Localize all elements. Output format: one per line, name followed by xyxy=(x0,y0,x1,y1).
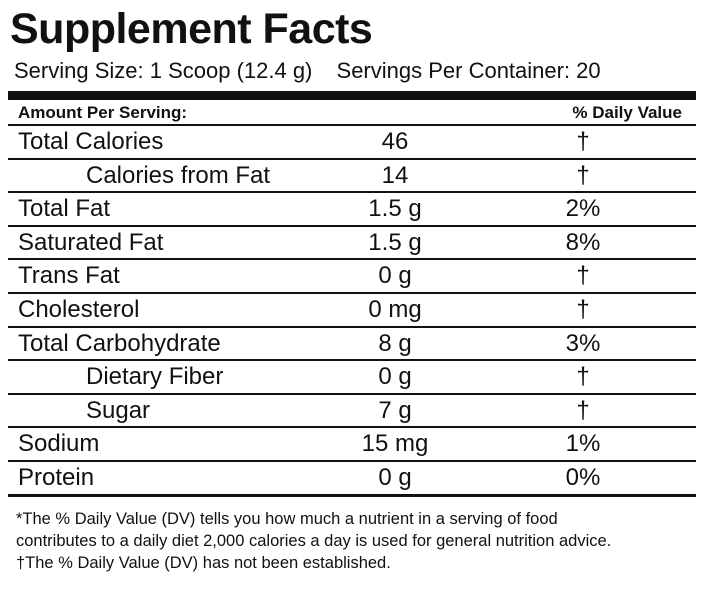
nutrient-amount: 1.5 g xyxy=(368,195,422,223)
nutrient-amount: 8 g xyxy=(378,329,412,357)
nutrient-name: Calories from Fat xyxy=(86,161,271,189)
nutrient-daily-value: † xyxy=(576,128,590,155)
table-row: Sodium 15 mg 1% xyxy=(8,428,696,462)
nutrient-amount: 46 xyxy=(381,128,409,155)
footnote-dv-explanation: *The % Daily Value (DV) tells you how mu… xyxy=(16,510,558,528)
nutrient-daily-value: 3% xyxy=(565,329,601,357)
table-row: Trans Fat 0 g † xyxy=(8,260,696,294)
nutrient-daily-value: 8% xyxy=(565,228,601,256)
nutrient-name: Sugar xyxy=(86,396,151,424)
nutrient-daily-value: † xyxy=(576,396,590,424)
table-row: Total Fat 1.5 g 2% xyxy=(8,193,696,227)
nutrient-amount: 0 mg xyxy=(368,295,422,323)
nutrient-name: Protein xyxy=(18,463,95,491)
nutrient-daily-value: † xyxy=(576,262,590,290)
nutrient-amount: 15 mg xyxy=(361,430,429,458)
nutrient-name: Total Fat xyxy=(18,195,111,223)
nutrient-daily-value: 0% xyxy=(565,463,601,491)
divider-bar xyxy=(8,91,696,100)
nutrient-amount: 14 xyxy=(381,161,409,189)
footnote-dv-not-established: †The % Daily Value (DV) has not been est… xyxy=(16,554,391,572)
table-header: Amount Per Serving: % Daily Value xyxy=(8,100,696,126)
table-row: Protein 0 g 0% xyxy=(8,462,696,497)
nutrient-daily-value: † xyxy=(576,161,590,189)
serving-size: Serving Size: 1 Scoop (12.4 g) xyxy=(14,58,313,83)
nutrient-daily-value: † xyxy=(576,363,590,391)
footnote-dv-explanation-cont: contributes to a daily diet 2,000 calori… xyxy=(16,532,612,550)
nutrient-amount: 0 g xyxy=(378,363,412,391)
nutrient-name: Total Calories xyxy=(18,128,164,155)
table-row: Saturated Fat 1.5 g 8% xyxy=(8,227,696,261)
table-row: Calories from Fat 14 † xyxy=(8,160,696,194)
nutrient-name: Trans Fat xyxy=(18,262,120,290)
nutrient-amount: 7 g xyxy=(378,396,412,424)
nutrient-name: Cholesterol xyxy=(18,295,140,323)
servings-per-container: Servings Per Container: 20 xyxy=(336,58,601,83)
table-row: Cholesterol 0 mg † xyxy=(8,294,696,328)
nutrient-amount: 0 g xyxy=(378,262,412,290)
nutrient-amount: 1.5 g xyxy=(368,228,422,256)
serving-info: Serving Size: 1 Scoop (12.4 g) Servings … xyxy=(14,60,690,82)
panel-title: Supplement Facts xyxy=(10,5,373,53)
table-row: Total Carbohydrate 8 g 3% xyxy=(8,328,696,362)
table-row: Dietary Fiber 0 g † xyxy=(8,361,696,395)
amount-per-serving-header: Amount Per Serving: xyxy=(18,103,188,122)
table-row: Sugar 7 g † xyxy=(8,395,696,429)
footnotes: *The % Daily Value (DV) tells you how mu… xyxy=(16,508,694,574)
table-row: Total Calories 46 † xyxy=(8,126,696,160)
daily-value-header: % Daily Value xyxy=(572,103,682,122)
nutrient-name: Total Carbohydrate xyxy=(18,329,221,357)
nutrient-daily-value: † xyxy=(576,295,590,323)
nutrient-amount: 0 g xyxy=(378,463,412,491)
nutrient-name: Dietary Fiber xyxy=(86,363,224,391)
nutrition-table: Amount Per Serving: % Daily Value Total … xyxy=(8,100,696,497)
nutrient-name: Sodium xyxy=(18,430,100,458)
nutrient-name: Saturated Fat xyxy=(18,228,164,256)
nutrient-daily-value: 1% xyxy=(565,430,601,458)
nutrient-daily-value: 2% xyxy=(565,195,601,223)
